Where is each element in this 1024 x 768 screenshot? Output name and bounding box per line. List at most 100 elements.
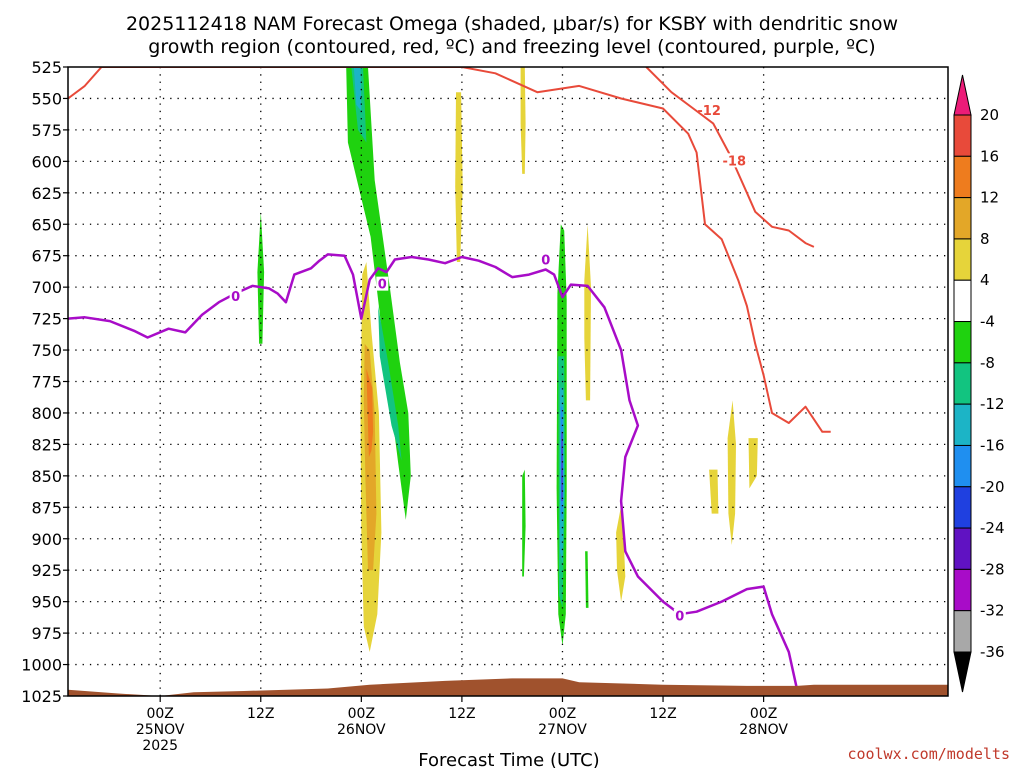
y-axis: 525 550 575 600 625 650 675 700 725 750 775 800 825 8… [21, 58, 68, 706]
y-tick-label-2: 575 [31, 121, 62, 140]
y-tick-label-12: 825 [31, 435, 62, 454]
x-axis-title: Forecast Time (UTC) [418, 750, 599, 768]
colorbar-block-10 [953, 527, 972, 570]
colorbar-label-3: 8 [980, 230, 990, 248]
colorbar-label-7: -12 [980, 395, 1005, 413]
colorbar-block-8 [953, 444, 972, 488]
omega-region-3 [353, 67, 362, 111]
colorbar-block-4 [953, 279, 972, 323]
colorbar-block-3 [953, 238, 972, 281]
contour-label-bg-4 [376, 276, 389, 291]
x-tick-label-0-0: 00Z [146, 706, 173, 722]
contour-line-0 [68, 67, 831, 433]
contour-lines: -12 -18 0 0 0 0 [68, 67, 831, 690]
colorbar-label-9: -20 [980, 478, 1005, 496]
y-tick-label-10: 775 [31, 373, 62, 392]
omega-region-10 [522, 469, 526, 577]
omega-region-16 [584, 224, 591, 401]
omega-region-7 [366, 368, 374, 457]
contour-label-bg-5 [539, 252, 552, 267]
y-tick-label-1: 550 [31, 89, 62, 108]
colorbar-label-2: 12 [980, 189, 999, 207]
contour-label-0: -12 [697, 104, 721, 119]
contour-line-2 [645, 67, 815, 248]
contour-label-bg-3 [229, 289, 242, 304]
x-tick-label-2-0: 00Z [348, 706, 375, 722]
colorbar-block-11 [953, 568, 972, 612]
contour-label-bg-0 [695, 103, 724, 118]
x-tick-label-3-0: 12Z [448, 706, 475, 722]
x-tick-label-1-0: 12Z [247, 706, 274, 722]
y-tick-label-4: 625 [31, 184, 62, 203]
x-tick-label-2-1: 26NOV [337, 722, 386, 738]
colorbar-block-6 [953, 362, 972, 405]
colorbar-label-12: -32 [980, 602, 1005, 620]
y-tick-label-3: 600 [31, 152, 62, 171]
colorbar-label-10: -24 [980, 519, 1005, 537]
colorbar-block-12 [953, 610, 972, 653]
y-tick-label-13: 850 [31, 467, 62, 486]
contour-label-5: 0 [541, 254, 550, 269]
y-tick-label-7: 700 [31, 278, 62, 297]
colorbar-block-5 [953, 321, 972, 364]
contour-label-3: 0 [231, 290, 240, 305]
omega-region-0 [257, 211, 265, 344]
y-tick-label-16: 925 [31, 561, 62, 580]
y-tick-label-14: 875 [31, 498, 62, 517]
y-tick-label-17: 950 [31, 593, 62, 612]
y-tick-label-15: 900 [31, 530, 62, 549]
omega-region-19 [709, 469, 719, 514]
x-tick-label-0-2: 2025 [142, 738, 178, 754]
y-tick-label-5: 650 [31, 215, 62, 234]
x-tick-label-4-0: 00Z [549, 706, 576, 722]
colorbar-block-0 [953, 114, 972, 157]
y-tick-label-19: 1000 [21, 656, 62, 675]
colorbar-label-8: -16 [980, 436, 1005, 454]
y-tick-label-8: 725 [31, 310, 62, 329]
colorbar-label-1: 16 [980, 147, 999, 165]
contour-label-bg-2 [720, 153, 749, 168]
chart-title-line2: growth region (contoured, red, ºC) and f… [148, 36, 875, 58]
colorbar-label-4: 4 [980, 271, 990, 289]
credit-text[interactable]: coolwx.com/modelts [847, 745, 1010, 763]
contour-label-2: -18 [723, 154, 747, 169]
omega-region-9 [520, 67, 526, 174]
omega-region-8 [455, 92, 463, 262]
omega-region-4 [378, 306, 402, 461]
x-tick-label-0-1: 25NOV [136, 722, 185, 738]
omega-region-17 [585, 551, 589, 608]
colorbar: 20 16 12 8 4 -4 -8 -12 -16 -20 -24 -28 -32 -36 [953, 74, 1005, 693]
y-tick-label-0: 525 [31, 58, 62, 77]
y-tick-label-11: 800 [31, 404, 62, 423]
colorbar-block-1 [953, 155, 972, 199]
chart-title-line1: 2025112418 NAM Forecast Omega (shaded, μ… [126, 13, 898, 35]
omega-region-6 [363, 343, 377, 571]
colorbar-label-13: -36 [980, 643, 1005, 661]
terrain-fill [68, 678, 948, 696]
colorbar-block-2 [953, 197, 972, 240]
omega-region-20 [727, 400, 736, 545]
x-tick-label-4-1: 27NOV [538, 722, 587, 738]
x-tick-label-6-0: 00Z [750, 706, 777, 722]
colorbar-label-5: -4 [980, 313, 995, 331]
colorbar-bottom-arrow [953, 651, 972, 693]
colorbar-label-0: 20 [980, 106, 999, 124]
gridlines [68, 67, 948, 696]
colorbar-top-arrow [953, 74, 972, 116]
x-tick-label-5-0: 12Z [649, 706, 676, 722]
contour-label-bg-6 [673, 608, 686, 623]
y-tick-label-20: 1025 [21, 687, 62, 706]
colorbar-label-6: -8 [980, 354, 995, 372]
y-tick-label-18: 975 [31, 624, 62, 643]
contour-label-6: 0 [675, 610, 684, 625]
y-tick-label-9: 750 [31, 341, 62, 360]
colorbar-block-7 [953, 403, 972, 446]
omega-shading-layer [257, 67, 758, 652]
colorbar-label-11: -28 [980, 560, 1005, 578]
terrain-layer [68, 678, 948, 696]
contour-label-4: 0 [378, 278, 387, 293]
x-tick-label-6-1: 28NOV [739, 722, 788, 738]
y-tick-label-6: 675 [31, 247, 62, 266]
